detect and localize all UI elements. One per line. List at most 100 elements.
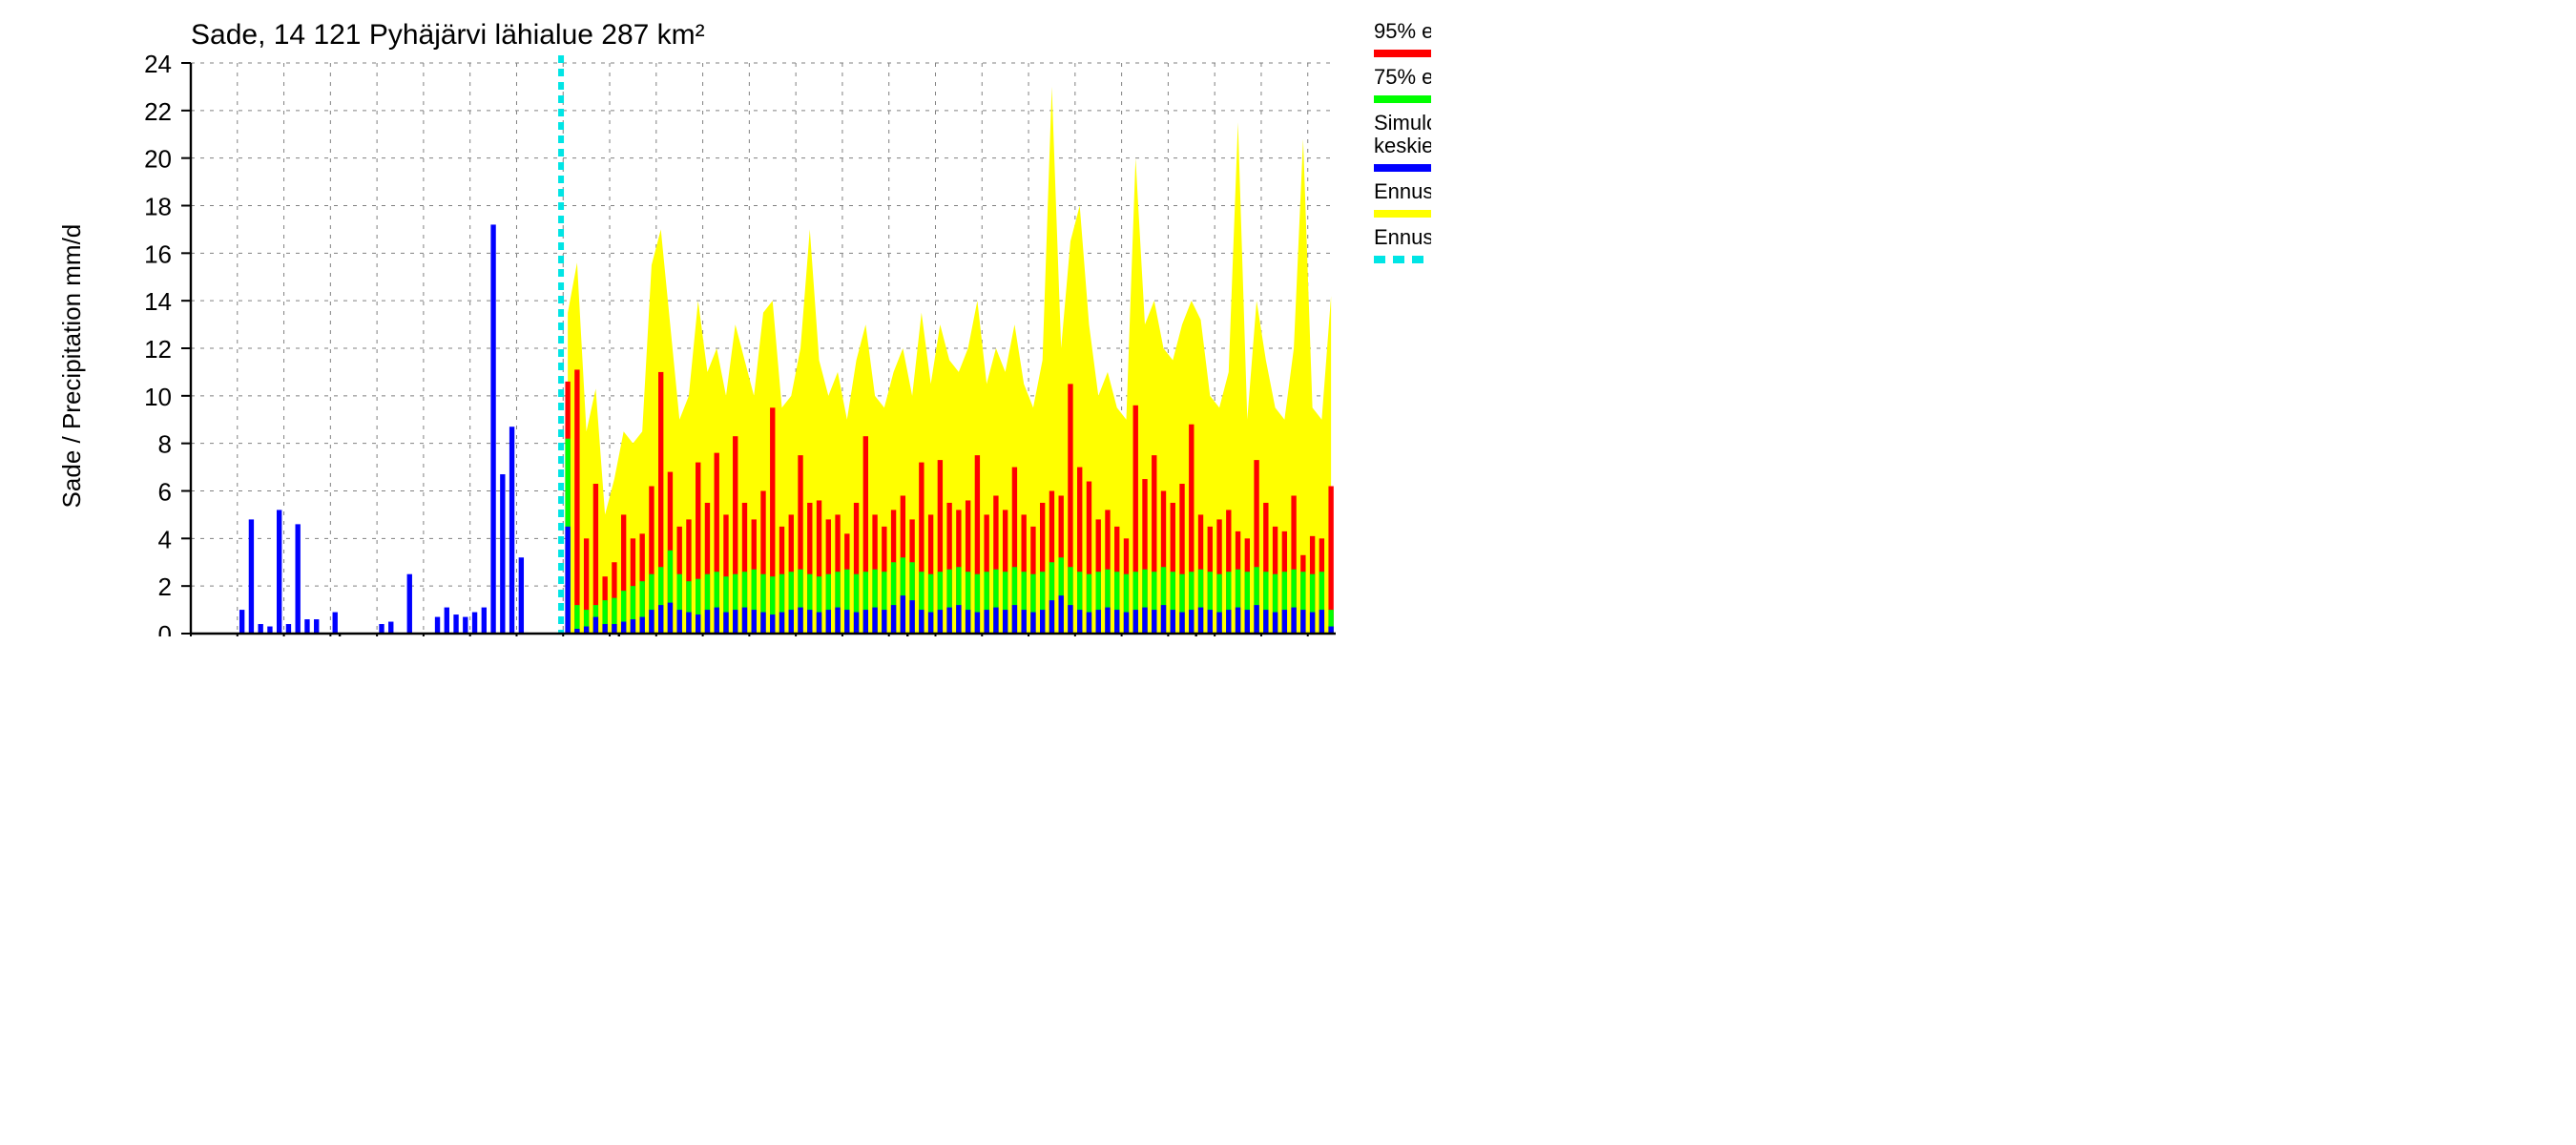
forecast-mean-bar: [1077, 610, 1082, 634]
forecast-mean-bar: [668, 603, 673, 634]
history-bar: [519, 557, 524, 634]
y-tick-label: 22: [144, 97, 172, 126]
forecast-mean-bar: [1087, 613, 1091, 634]
history-bar: [258, 624, 262, 634]
forecast-mean-bar: [956, 605, 961, 634]
forecast-mean-bar: [1310, 613, 1315, 634]
history-bar: [500, 474, 505, 634]
forecast-mean-bar: [928, 613, 933, 634]
history-bar: [249, 519, 254, 634]
forecast-mean-bar: [723, 613, 728, 634]
forecast-mean-bar: [1030, 613, 1035, 634]
forecast-mean-bar: [1049, 600, 1054, 634]
legend-label: Ennusteen alku: [1374, 225, 1431, 249]
history-bar: [388, 622, 393, 634]
history-bar: [314, 619, 319, 634]
forecast-mean-bar: [938, 610, 943, 634]
forecast-mean-bar: [1171, 610, 1175, 634]
history-bar: [286, 624, 291, 634]
history-bar: [490, 224, 495, 634]
history-bar: [435, 617, 440, 634]
forecast-mean-bar: [826, 610, 831, 634]
forecast-mean-bar: [901, 595, 905, 634]
forecast-mean-bar: [1161, 605, 1166, 634]
forecast-mean-bar: [677, 610, 682, 634]
forecast-mean-bar: [1142, 608, 1147, 634]
forecast-mean-bar: [1319, 610, 1324, 634]
y-tick-label: 20: [144, 145, 172, 174]
forecast-mean-bar: [779, 613, 784, 634]
forecast-mean-bar: [1152, 610, 1156, 634]
forecast-mean-bar: [975, 613, 980, 634]
forecast-mean-bar: [686, 613, 691, 634]
forecast-mean-bar: [1300, 610, 1305, 634]
forecast-mean-bar: [1282, 610, 1287, 634]
forecast-mean-bar: [854, 613, 859, 634]
forecast-mean-bar: [872, 608, 877, 634]
forecast-mean-bar: [1124, 613, 1129, 634]
forecast-mean-bar: [733, 610, 737, 634]
history-bar: [304, 619, 309, 634]
forecast-mean-bar: [1179, 613, 1184, 634]
forecast-mean-bar: [863, 610, 868, 634]
y-tick-label: 4: [158, 525, 172, 553]
y-tick-label: 6: [158, 478, 172, 507]
forecast-mean-bar: [1021, 610, 1026, 634]
forecast-mean-bar: [1003, 610, 1008, 634]
y-tick-label: 18: [144, 193, 172, 221]
y-axis-label: Sade / Precipitation mm/d: [57, 224, 86, 509]
forecast-mean-bar: [1068, 605, 1072, 634]
forecast-mean-bar: [658, 605, 663, 634]
legend-label: Ennusteen vaihteluväli: [1374, 179, 1431, 203]
history-bar: [472, 613, 477, 634]
forecast-mean-bar: [602, 624, 607, 634]
forecast-mean-bar: [909, 600, 914, 634]
forecast-mean-bar: [1273, 613, 1278, 634]
forecast-mean-bar: [1096, 610, 1101, 634]
forecast-mean-bar: [1208, 610, 1213, 634]
y-tick-label: 10: [144, 383, 172, 411]
forecast-mean-bar: [946, 608, 951, 634]
history-bar: [239, 610, 244, 634]
forecast-mean-bar: [752, 610, 757, 634]
forecast-mean-bar: [1263, 610, 1268, 634]
forecast-mean-bar: [993, 608, 998, 634]
forecast-mean-bar: [760, 613, 765, 634]
forecast-mean-bar: [1226, 610, 1231, 634]
forecast-mean-bar: [770, 614, 775, 634]
forecast-mean-bar: [742, 608, 747, 634]
forecast-mean-bar: [1114, 610, 1119, 634]
forecast-mean-bar: [807, 610, 812, 634]
history-bar: [407, 574, 412, 634]
forecast-mean-bar: [1189, 610, 1194, 634]
history-bar: [482, 608, 487, 634]
forecast-mean-bar: [817, 613, 821, 634]
forecast-mean-bar: [1105, 608, 1110, 634]
forecast-mean-bar: [631, 619, 635, 634]
forecast-mean-bar: [1059, 595, 1064, 634]
forecast-mean-bar: [565, 527, 570, 634]
legend-label: 75% ennuste: [1374, 65, 1431, 89]
history-bar: [463, 617, 467, 634]
y-tick-label: 8: [158, 430, 172, 459]
forecast-mean-bar: [1254, 605, 1258, 634]
forecast-mean-bar: [919, 610, 924, 634]
y-tick-label: 12: [144, 335, 172, 364]
forecast-mean-bar: [639, 617, 644, 634]
y-tick-label: 14: [144, 287, 172, 316]
chart-title: Sade, 14 121 Pyhäjärvi lähialue 287 km²: [191, 19, 705, 51]
forecast-mean-bar: [1133, 610, 1138, 634]
y-tick-label: 0: [158, 620, 172, 636]
y-tick-label: 2: [158, 572, 172, 601]
forecast-mean-bar: [621, 622, 626, 634]
forecast-mean-bar: [798, 608, 802, 634]
forecast-95-bar: [574, 369, 579, 634]
legend-label: Simuloitu historia ja: [1374, 111, 1431, 135]
forecast-mean-bar: [1198, 608, 1203, 634]
forecast-mean-bar: [984, 610, 988, 634]
forecast-mean-bar: [835, 608, 840, 634]
forecast-mean-bar: [593, 617, 598, 634]
forecast-mean-bar: [715, 608, 719, 634]
forecast-mean-bar: [1236, 608, 1240, 634]
forecast-mean-bar: [649, 610, 654, 634]
